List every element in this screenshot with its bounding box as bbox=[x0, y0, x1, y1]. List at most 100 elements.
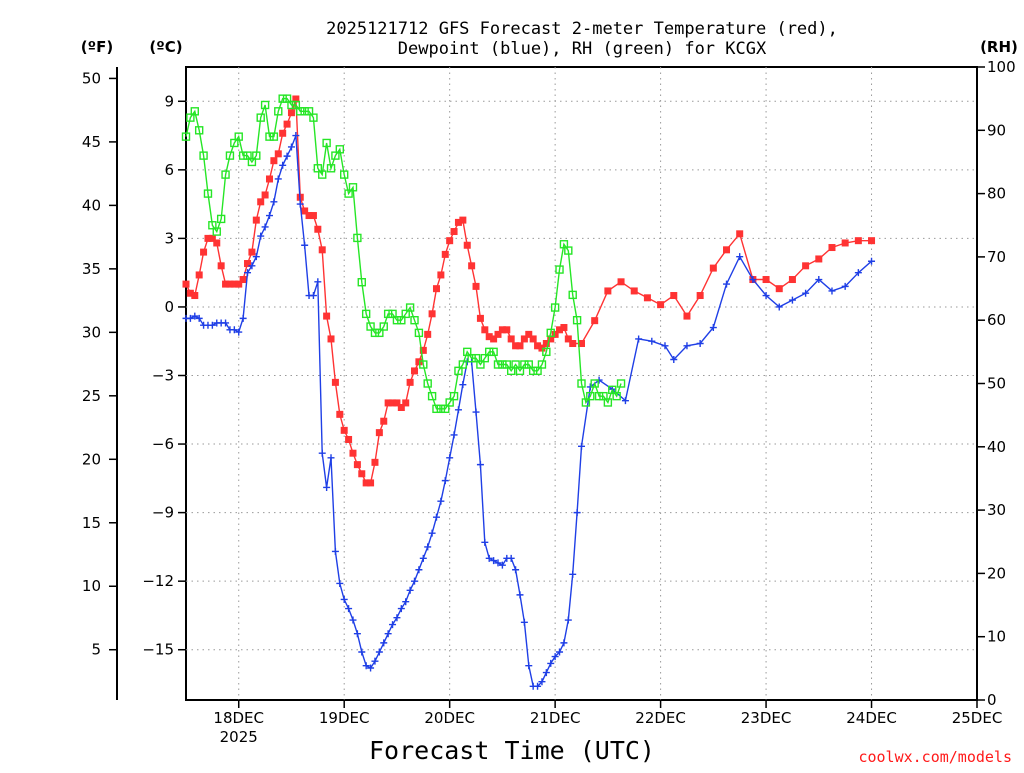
rh-point bbox=[190, 107, 199, 116]
dewpoint-point bbox=[353, 630, 361, 638]
2-meter-temperature-point bbox=[828, 244, 836, 252]
rh-tick-label: 90 bbox=[987, 121, 1006, 139]
dewpoint-point bbox=[340, 595, 348, 603]
celsius-tick-label: 9 bbox=[164, 92, 174, 110]
dewpoint-point bbox=[762, 292, 770, 300]
fahrenheit-tick-label: 45 bbox=[82, 133, 101, 151]
rh-point bbox=[594, 391, 604, 401]
rh-point bbox=[221, 170, 230, 179]
dewpoint-point bbox=[635, 335, 643, 343]
fahrenheit-tick-label: 20 bbox=[82, 450, 101, 468]
dewpoint-point bbox=[569, 570, 577, 578]
dewpoint-point bbox=[441, 477, 449, 485]
rh-point bbox=[212, 227, 221, 236]
2-meter-temperature-point bbox=[239, 276, 247, 284]
rh-point bbox=[577, 379, 586, 388]
dewpoint-point bbox=[384, 630, 392, 638]
rh-unit-label: (RH) bbox=[980, 38, 1018, 56]
2-meter-temperature-point bbox=[446, 237, 454, 245]
2-meter-temperature-point bbox=[815, 255, 823, 263]
rh-point bbox=[524, 360, 533, 369]
rh-point bbox=[546, 328, 555, 338]
rh-point bbox=[423, 379, 432, 388]
dewpoint-point bbox=[309, 292, 317, 300]
2-meter-temperature-point bbox=[358, 470, 366, 478]
2-meter-temperature-series bbox=[182, 95, 876, 487]
dewpoint-point bbox=[556, 648, 564, 656]
rh-point bbox=[186, 113, 195, 122]
dewpoint-point bbox=[494, 559, 502, 567]
2-meter-temperature-point bbox=[802, 262, 810, 270]
dewpoint-point bbox=[802, 289, 810, 297]
dewpoint-point bbox=[428, 529, 436, 537]
rh-point bbox=[476, 360, 485, 369]
2-meter-temperature-point bbox=[788, 276, 796, 284]
rh-point bbox=[471, 353, 481, 363]
rh-point bbox=[238, 151, 248, 160]
2-meter-temperature-point bbox=[498, 326, 506, 334]
2-meter-temperature-point bbox=[569, 340, 577, 348]
2-meter-temperature-point bbox=[604, 287, 612, 295]
2-meter-temperature-point bbox=[200, 248, 208, 256]
dewpoint-point bbox=[393, 614, 401, 622]
rh-point bbox=[234, 132, 243, 141]
rh-point bbox=[485, 347, 494, 357]
rh-point bbox=[449, 391, 459, 401]
2-meter-temperature-point bbox=[525, 330, 533, 338]
dewpoint-point bbox=[248, 262, 256, 270]
rh-point bbox=[568, 290, 577, 300]
rh-point bbox=[436, 404, 446, 414]
2-meter-temperature-point bbox=[441, 250, 449, 258]
dewpoint-point bbox=[450, 431, 458, 439]
rh-point bbox=[410, 316, 419, 325]
rh-point bbox=[427, 391, 437, 401]
2-meter-temperature-point bbox=[336, 410, 344, 418]
rh-point bbox=[458, 360, 468, 369]
rh-point bbox=[612, 391, 621, 401]
rh-point bbox=[392, 316, 402, 325]
2-meter-temperature-point bbox=[564, 335, 572, 343]
rh-point bbox=[366, 322, 375, 331]
dewpoint-point bbox=[415, 566, 423, 574]
dewpoint-point bbox=[749, 276, 757, 284]
2-meter-temperature-point bbox=[630, 287, 638, 295]
2-meter-temperature-point bbox=[428, 310, 436, 318]
2-meter-temperature-point bbox=[415, 358, 423, 366]
2-meter-temperature-point bbox=[476, 314, 484, 322]
rh-tick-label: 0 bbox=[987, 691, 997, 709]
rh-point bbox=[616, 379, 626, 388]
dewpoint-point bbox=[235, 328, 243, 336]
rh-point bbox=[603, 398, 613, 407]
rh-tick-label: 70 bbox=[987, 248, 1006, 266]
celsius-tick-label: −12 bbox=[142, 572, 174, 590]
rh-point bbox=[291, 100, 301, 110]
rh-point bbox=[278, 94, 287, 103]
celsius-tick-label: 3 bbox=[164, 229, 174, 247]
rh-point bbox=[309, 113, 318, 122]
rh-point bbox=[322, 138, 331, 148]
2-meter-temperature-point bbox=[323, 312, 331, 320]
dewpoint-point bbox=[296, 200, 304, 208]
dewpoint-point bbox=[815, 276, 823, 284]
dewpoint-point bbox=[411, 577, 419, 585]
2-meter-temperature-point bbox=[560, 324, 568, 332]
2-meter-temperature-point bbox=[643, 294, 651, 302]
2-meter-temperature-point bbox=[485, 333, 493, 341]
2-meter-temperature-point bbox=[437, 271, 445, 279]
x-tick-label: 24DEC bbox=[846, 709, 897, 727]
dewpoint-point bbox=[828, 287, 836, 295]
fahrenheit-tick-label: 40 bbox=[82, 196, 101, 214]
2-meter-temperature-point bbox=[265, 175, 273, 183]
dewpoint-point bbox=[208, 321, 216, 329]
rh-point bbox=[572, 316, 582, 325]
dewpoint-point bbox=[432, 513, 440, 521]
dewpoint-point bbox=[454, 406, 462, 414]
series bbox=[181, 94, 876, 690]
dewpoint-point bbox=[358, 648, 366, 656]
dewpoint-point bbox=[490, 557, 498, 565]
dewpoint-point bbox=[230, 326, 238, 334]
fahrenheit-tick-label: 15 bbox=[82, 514, 101, 532]
dewpoint-point bbox=[186, 314, 194, 322]
2-meter-temperature-point bbox=[736, 230, 744, 238]
dewpoint-point bbox=[446, 454, 454, 462]
